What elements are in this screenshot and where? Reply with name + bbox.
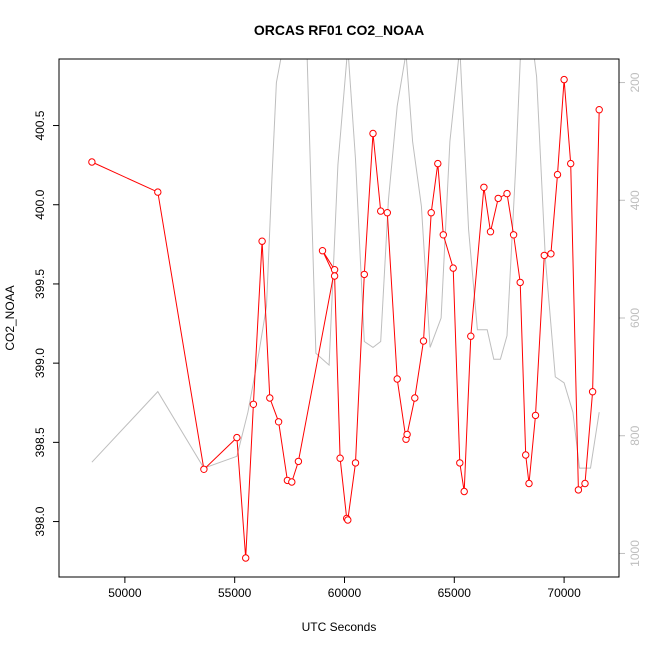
data-point	[233, 433, 241, 442]
data-point	[393, 375, 401, 383]
y2-tick-label: 200	[628, 72, 642, 92]
y-tick-label: 400.5	[33, 110, 47, 140]
secondary-series-line	[91, 59, 600, 469]
data-point	[486, 228, 495, 236]
data-point	[330, 272, 339, 280]
y-tick-label: 399.0	[33, 348, 47, 378]
data-point	[360, 270, 368, 279]
data-point	[403, 430, 411, 439]
x-axis-label: UTC Seconds	[302, 620, 377, 634]
data-point	[377, 207, 385, 215]
primary-series-layer	[88, 75, 603, 562]
data-point	[567, 159, 575, 168]
x-tick-label: 55000	[218, 586, 252, 600]
data-point	[154, 188, 162, 196]
x-tick-label: 65000	[438, 586, 472, 600]
data-point	[288, 478, 296, 486]
y-tick-label: 398.5	[33, 427, 47, 457]
data-point	[480, 183, 488, 192]
data-point	[460, 487, 468, 496]
data-point	[531, 411, 540, 420]
y2-tick-label: 400	[628, 190, 642, 210]
data-point	[449, 264, 457, 272]
x-tick-label: 50000	[108, 586, 142, 600]
data-point	[503, 189, 511, 198]
y2-tick-label: 800	[628, 425, 642, 445]
data-point	[274, 418, 283, 426]
data-point	[467, 332, 475, 340]
data-point	[581, 479, 589, 488]
data-point	[419, 337, 428, 345]
data-point	[88, 158, 96, 166]
data-point	[525, 479, 533, 488]
data-point	[560, 75, 568, 84]
secondary-series-layer	[91, 59, 600, 469]
data-point	[509, 231, 518, 239]
data-point	[456, 459, 464, 467]
data-point	[200, 465, 208, 473]
data-point	[369, 129, 377, 138]
data-point	[330, 266, 339, 274]
data-point	[439, 231, 447, 239]
y-axis-label: CO2_NOAA	[3, 285, 17, 350]
x-tick-label: 70000	[547, 586, 581, 600]
data-point	[547, 250, 555, 258]
data-point	[427, 209, 435, 217]
chart-title: ORCAS RF01 CO2_NOAA	[254, 22, 424, 38]
data-point	[318, 247, 327, 255]
y-tick-label: 398.0	[33, 506, 47, 536]
data-point	[553, 170, 562, 179]
data-point	[588, 388, 597, 396]
plot-frame	[58, 58, 620, 578]
data-point	[336, 454, 344, 462]
x-tick-label: 60000	[328, 586, 362, 600]
data-point	[258, 237, 266, 245]
data-point	[522, 451, 530, 459]
y-tick-label: 399.5	[33, 269, 47, 299]
y2-tick-label: 600	[628, 308, 642, 328]
axes-layer: 50000 55000 60000 65000 70000 398.0 398.5 399.0…	[33, 72, 642, 600]
data-point	[595, 106, 603, 114]
data-point	[516, 278, 524, 287]
data-point	[383, 209, 391, 217]
y-tick-label: 400.0	[33, 189, 47, 219]
data-point	[344, 516, 352, 524]
data-point	[411, 394, 419, 402]
data-point	[574, 486, 583, 494]
data-point	[434, 159, 442, 168]
data-point	[242, 554, 250, 562]
data-point	[540, 251, 548, 260]
data-point	[494, 194, 502, 203]
data-point	[266, 394, 274, 402]
data-point	[249, 400, 258, 408]
data-point	[294, 457, 303, 466]
y2-tick-label: 1000	[628, 540, 642, 567]
data-point	[351, 459, 360, 467]
